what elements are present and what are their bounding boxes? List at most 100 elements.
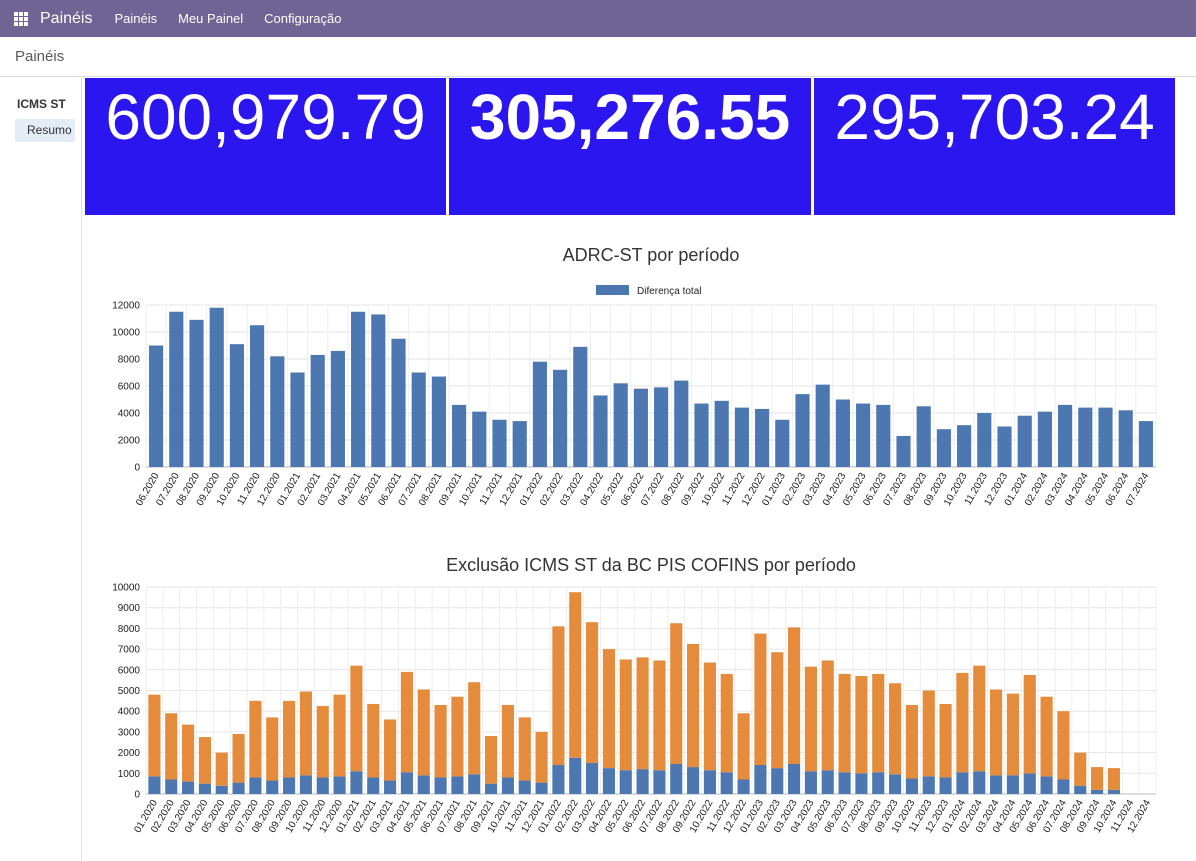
y-tick-label: 8000 — [118, 624, 141, 635]
bar — [434, 704, 447, 778]
menu-item-meu-painel[interactable]: Meu Painel — [178, 11, 244, 26]
breadcrumb: Painéis — [0, 37, 1196, 77]
bar — [1098, 407, 1113, 467]
chart-exclusao-icms: Exclusão ICMS ST da BC PIS COFINS por pe… — [82, 545, 1196, 857]
bar — [552, 765, 565, 794]
bar — [1078, 407, 1093, 467]
bar — [215, 785, 228, 794]
bar — [452, 404, 467, 467]
bar — [1006, 775, 1019, 794]
legend-swatch — [596, 285, 629, 295]
bar — [1057, 711, 1070, 780]
bar — [602, 649, 615, 769]
bar — [872, 772, 885, 794]
bar — [350, 771, 363, 794]
bar — [755, 408, 770, 467]
bar — [694, 403, 709, 467]
bar — [552, 626, 565, 766]
chart-title: ADRC-ST por período — [563, 245, 740, 265]
bar — [922, 776, 935, 794]
bar — [270, 356, 285, 467]
bar — [737, 779, 750, 794]
top-navbar: Painéis Painéis Meu Painel Configuração — [0, 0, 1196, 37]
bar — [856, 403, 871, 467]
sidebar: ICMS ST Resumo — [0, 78, 82, 861]
menu-item-configuracao[interactable]: Configuração — [264, 11, 342, 26]
bar — [384, 780, 397, 794]
bar — [451, 776, 464, 794]
bar — [619, 770, 632, 794]
bar — [535, 731, 548, 783]
bar — [266, 717, 279, 781]
kpi-card-2: 305,276.55 — [449, 78, 811, 215]
y-tick-label: 4000 — [118, 707, 141, 718]
bar — [804, 771, 817, 794]
bar — [283, 777, 296, 794]
bar — [232, 782, 245, 794]
bar — [956, 672, 969, 773]
bar — [573, 346, 588, 467]
bar — [249, 700, 262, 778]
bar — [977, 413, 992, 467]
bar — [613, 383, 628, 467]
y-tick-label: 4000 — [118, 409, 141, 420]
bar — [229, 344, 244, 467]
bar — [1017, 415, 1032, 467]
chart-adrc-st-svg: ADRC-ST por período 0 2000 4000 6000 8000 1000… — [112, 245, 1157, 508]
bar — [333, 694, 346, 777]
bar — [400, 671, 413, 773]
kpi-card-3: 295,703.24 — [814, 78, 1175, 215]
bar — [400, 772, 413, 794]
bar — [775, 419, 790, 467]
bar — [290, 372, 305, 467]
bar — [973, 665, 986, 772]
bar — [431, 376, 446, 467]
bar — [371, 314, 386, 467]
bar — [939, 777, 952, 794]
bar — [619, 659, 632, 771]
bar — [687, 767, 700, 794]
app-brand[interactable]: Painéis — [40, 9, 93, 27]
bar — [209, 307, 224, 467]
y-tick-label: 9000 — [118, 603, 141, 614]
bar — [501, 704, 514, 778]
bar — [485, 783, 498, 794]
bar — [165, 779, 178, 794]
bar — [602, 768, 615, 794]
bar — [586, 762, 599, 794]
bar — [1118, 410, 1133, 467]
bar — [788, 627, 801, 764]
bar — [674, 380, 689, 467]
bar — [182, 724, 195, 782]
bar — [1057, 779, 1070, 794]
bar — [1058, 404, 1073, 467]
bar — [518, 780, 531, 794]
bar — [411, 372, 426, 467]
bar — [973, 771, 986, 794]
bar — [703, 770, 716, 794]
bar — [451, 696, 464, 777]
bar — [653, 770, 666, 794]
chart-title: Exclusão ICMS ST da BC PIS COFINS por pe… — [446, 555, 856, 575]
bar — [501, 777, 514, 794]
bar — [654, 387, 669, 467]
sidebar-item-resumo[interactable]: Resumo — [15, 119, 75, 142]
y-tick-label: 7000 — [118, 645, 141, 656]
bar — [1074, 752, 1087, 786]
bar — [148, 694, 161, 777]
bar — [518, 717, 531, 781]
bar — [512, 421, 527, 467]
bar — [714, 400, 729, 467]
apps-grid-icon[interactable] — [14, 11, 28, 26]
bar — [250, 325, 265, 467]
bar — [232, 733, 245, 783]
bar — [754, 633, 767, 766]
bar — [367, 777, 380, 794]
bar — [1091, 767, 1104, 790]
bar — [1091, 789, 1104, 794]
bar — [532, 361, 547, 467]
bar — [855, 676, 868, 774]
bar — [330, 350, 345, 467]
menu-item-paineis[interactable]: Painéis — [114, 11, 158, 26]
bar — [310, 354, 325, 467]
